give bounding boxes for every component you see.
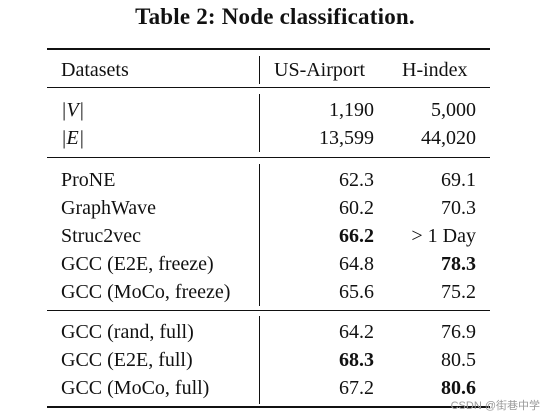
stats-rule [47, 157, 490, 158]
table-bottom-rule [47, 406, 490, 408]
cell-us-airport-gcc-moco-freeze: 65.6 [339, 281, 374, 303]
column-separator [259, 164, 260, 306]
row-label-edges: |E| [61, 127, 85, 149]
table-top-rule [47, 48, 490, 50]
cell-h-index-graphwave: 70.3 [441, 197, 476, 219]
table-caption: Table 2: Node classification. [135, 4, 415, 29]
cell-us-airport-gcc-rand-full: 64.2 [339, 321, 374, 343]
cell-h-index-gcc-rand-full: 76.9 [441, 321, 476, 343]
header-us-airport: US-Airport [274, 59, 366, 81]
header-rule [47, 87, 490, 88]
row-label-gcc-e2e-full: GCC (E2E, full) [61, 349, 193, 371]
row-label-struc2vec: Struc2vec [61, 225, 141, 247]
cell-us-airport-struc2vec: 66.2 [339, 225, 374, 247]
watermark: CSDN @街巷中学 [450, 400, 540, 412]
column-separator [259, 94, 260, 152]
cell-h-index-edges: 44,020 [421, 127, 476, 149]
row-label-gcc-moco-freeze: GCC (MoCo, freeze) [61, 281, 231, 303]
column-separator [259, 316, 260, 404]
row-label-gcc-moco-full: GCC (MoCo, full) [61, 377, 210, 399]
cell-h-index-prone: 69.1 [441, 169, 476, 191]
row-label-graphwave: GraphWave [61, 197, 157, 219]
cell-us-airport-edges: 13,599 [319, 127, 374, 149]
cell-h-index-gcc-e2e-full: 80.5 [441, 349, 476, 371]
cell-us-airport-prone: 62.3 [339, 169, 374, 191]
cell-us-airport-nodes: 1,190 [329, 99, 374, 121]
cell-h-index-nodes: 5,000 [431, 99, 476, 121]
cell-us-airport-graphwave: 60.2 [339, 197, 374, 219]
cell-us-airport-gcc-e2e-freeze: 64.8 [339, 253, 374, 275]
header-h-index: H-index [402, 59, 468, 81]
row-label-prone: ProNE [61, 169, 116, 191]
row-label-nodes: |V| [61, 99, 85, 121]
header-datasets: Datasets [61, 59, 129, 81]
row-label-gcc-e2e-freeze: GCC (E2E, freeze) [61, 253, 214, 275]
baselines-rule [47, 310, 490, 311]
cell-h-index-gcc-moco-full: 80.6 [441, 377, 476, 399]
cell-h-index-gcc-e2e-freeze: 78.3 [441, 253, 476, 275]
cell-h-index-gcc-moco-freeze: 75.2 [441, 281, 476, 303]
column-separator [259, 56, 260, 84]
row-label-gcc-rand-full: GCC (rand, full) [61, 321, 194, 343]
cell-us-airport-gcc-moco-full: 67.2 [339, 377, 374, 399]
cell-us-airport-gcc-e2e-full: 68.3 [339, 349, 374, 371]
cell-h-index-struc2vec: > 1 Day [411, 225, 476, 247]
